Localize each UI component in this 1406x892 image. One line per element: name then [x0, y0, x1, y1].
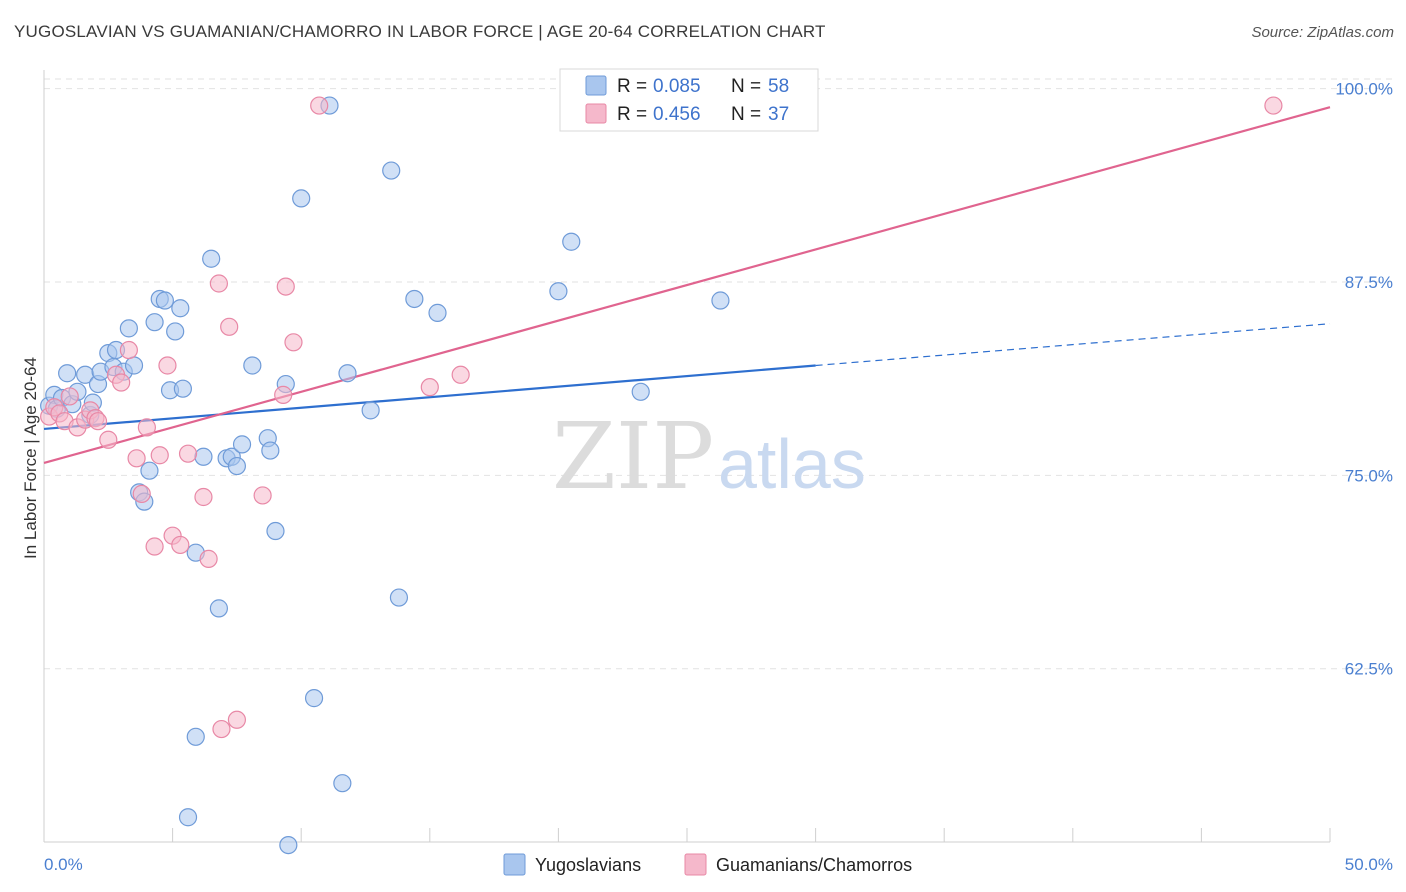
trend-lines — [43, 106, 1331, 465]
yugoslavian-point — [178, 808, 198, 827]
series-legend-guamanians: Guamanians/Chamorros — [716, 855, 912, 875]
y-axis-label: In Labor Force | Age 20-64 — [21, 357, 40, 559]
yugoslavian-point — [145, 313, 164, 332]
chart-title: YUGOSLAVIAN VS GUAMANIAN/CHAMORRO IN LAB… — [14, 22, 826, 41]
series-legend-blue-swatch — [503, 853, 526, 876]
x-tick-label: 0.0% — [44, 855, 83, 874]
yugoslavian-point — [171, 299, 190, 318]
guamanian-point — [88, 412, 108, 431]
yugoslavian-point — [173, 379, 192, 398]
guamanian-point — [99, 430, 118, 449]
guamanian-point — [420, 378, 439, 397]
guamanian-point — [199, 549, 218, 568]
guamanian-point — [220, 317, 239, 336]
y-tick-label: 100.0% — [1335, 80, 1393, 99]
guamanian-point — [127, 449, 146, 468]
guamanian-point — [212, 719, 231, 739]
yugoslavian-point — [124, 356, 144, 375]
guamanian-point — [158, 356, 177, 375]
guamanian-point — [137, 418, 156, 437]
yugoslavian-point — [166, 322, 185, 341]
yugoslavian-point — [58, 364, 77, 383]
guamanian-point — [451, 365, 470, 384]
yugoslavian-point — [261, 441, 280, 460]
yugoslavian-point — [631, 382, 650, 401]
guamanian-point — [132, 484, 151, 504]
yugoslavian-point — [243, 356, 262, 375]
yugoslavian-point — [338, 364, 357, 383]
legend-pink-swatch — [585, 103, 607, 124]
legend-r-label-2: R = — [617, 104, 647, 125]
legend-blue-swatch — [585, 75, 607, 96]
guamanian-point — [171, 535, 190, 555]
yugoslavian-point — [389, 588, 409, 607]
yugoslavian-point — [266, 521, 285, 541]
guamanian-point — [1264, 96, 1283, 115]
yugoslavian-point — [186, 727, 205, 746]
yugoslavian-point — [292, 189, 311, 208]
yugoslavian-point — [428, 303, 447, 322]
series-legend-yugoslavians: Yugoslavians — [535, 855, 641, 875]
yugoslavian-point — [155, 291, 174, 310]
yugoslavian-trend-line — [43, 364, 816, 431]
legend-r-value-2: 0.456 — [653, 104, 701, 125]
guamanian-point — [227, 710, 246, 729]
legend-n-label-1: N = — [731, 76, 761, 97]
series-legend-pink-swatch — [684, 853, 707, 876]
yugoslavian-point — [279, 835, 298, 855]
legend-n-label-2: N = — [731, 104, 761, 125]
guamanian-point — [60, 387, 79, 406]
legend-r-label-1: R = — [617, 76, 647, 97]
watermark: ZIP atlas — [552, 403, 866, 510]
data-points — [40, 96, 1283, 855]
yugoslavian-point — [549, 282, 568, 301]
ticks: 62.5% 75.0% 87.5% 100.0% 0.0% 50.0% — [43, 80, 1393, 874]
yugoslavian-point — [227, 456, 246, 476]
legend-n-value-2: 37 — [768, 104, 789, 125]
y-tick-label: 87.5% — [1345, 273, 1393, 292]
guamanian-point — [178, 444, 198, 463]
guamanian-point — [310, 96, 329, 115]
yugoslavian-point — [333, 774, 352, 793]
guamanian-point — [209, 274, 228, 293]
guamanian-trend-line — [43, 106, 1331, 465]
yugoslavian-point — [194, 447, 213, 466]
yugoslavian-point — [119, 319, 138, 338]
yugoslavian-point — [304, 689, 324, 708]
yugoslavian-point — [140, 461, 159, 480]
yugoslavian-point — [562, 232, 581, 251]
guamanian-point — [194, 487, 213, 507]
guamanian-point — [112, 373, 131, 392]
guamanian-point — [150, 446, 169, 465]
series-legend: Yugoslavians Guamanians/Chamorros — [503, 853, 912, 876]
guamanian-point — [145, 537, 164, 556]
watermark-zip: ZIP — [552, 403, 714, 510]
yugoslavian-point — [209, 599, 228, 618]
yugoslavian-point — [202, 249, 221, 268]
stats-legend: R = 0.085 N = 58 R = 0.456 N = 37 — [559, 68, 819, 132]
legend-n-value-1: 58 — [768, 76, 789, 97]
x-tick-label: 50.0% — [1345, 855, 1393, 874]
yugoslavian-point — [232, 435, 252, 454]
guamanian-point — [274, 385, 293, 404]
guamanian-point — [119, 340, 138, 360]
legend-r-value-1: 0.085 — [653, 76, 701, 97]
yugoslavian-point — [405, 289, 424, 309]
watermark-atlas: atlas — [718, 425, 866, 503]
yugoslavian-point — [711, 291, 730, 310]
yugoslavian-point — [382, 161, 401, 180]
guamanian-point — [276, 277, 295, 296]
guamanian-point — [284, 333, 303, 352]
yugoslavian-point — [361, 401, 380, 420]
y-tick-label: 75.0% — [1345, 466, 1393, 485]
yugoslavian-trend-extension — [815, 323, 1331, 367]
y-tick-label: 62.5% — [1345, 660, 1393, 679]
guamanian-point — [253, 486, 272, 505]
source-label: Source: ZipAtlas.com — [1251, 24, 1394, 41]
